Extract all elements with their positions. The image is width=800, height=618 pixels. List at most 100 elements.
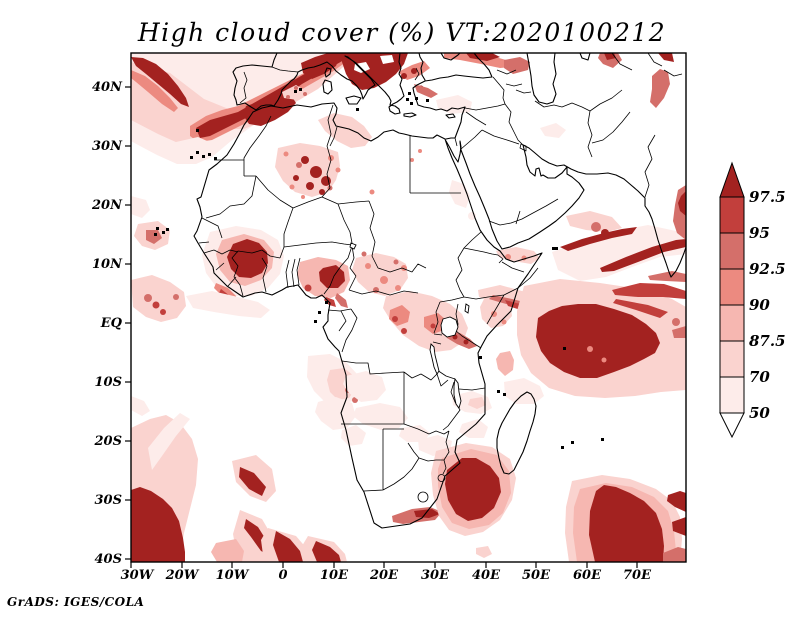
cloud-region-l3 (211, 539, 244, 562)
cloud-region-l7 (301, 53, 341, 79)
cloud-region-l5 (286, 95, 290, 99)
cloud-region-l1 (315, 397, 356, 430)
cloud-region-l7 (601, 229, 609, 237)
cloud-region-l7 (401, 73, 407, 79)
mediterranean-islands (322, 67, 456, 119)
page-title: High cloud cover (%) VT:2020100212 (137, 18, 666, 47)
cloud-region-l5 (414, 84, 438, 98)
cloud-region-l2 (352, 253, 408, 296)
colorbar-label: 92.5 (749, 260, 786, 278)
cloud-region-l4 (424, 313, 446, 334)
cloud-region-l1 (436, 95, 472, 114)
lat-tick-label: EQ (100, 316, 123, 331)
cloud-region-l5 (303, 92, 307, 96)
cloud-region-l5 (648, 271, 686, 282)
cloud-region-l1 (131, 196, 150, 218)
aral-sea (579, 53, 591, 61)
cloud-region-l6 (392, 316, 398, 322)
cloud-region-l2 (496, 247, 540, 264)
arabia-coastline (459, 141, 585, 250)
cloud-region-l1 (552, 225, 686, 281)
cloud-region-l1 (353, 403, 408, 430)
colorbar: 97.5 95 92.5 90 87.5 70 50 (719, 161, 786, 439)
cloud-region-l4 (301, 195, 305, 199)
cloud-region-l5 (650, 69, 670, 108)
cloud-region-l4 (587, 346, 593, 352)
cloud-region-l1 (399, 425, 430, 442)
lat-tick-label: 10S (95, 375, 122, 390)
lon-tick-label: 40E (472, 568, 501, 583)
colorbar-segment (719, 304, 745, 342)
attribution: GrADS: IGES/COLA (7, 595, 144, 609)
cloud-region-l7 (243, 95, 296, 126)
cloud-region-l5 (393, 259, 399, 265)
cloud-region-l5 (591, 222, 601, 232)
colorbar-label: 95 (749, 224, 770, 242)
lat-tick-label: 10N (92, 257, 123, 272)
cloud-region-l2 (318, 113, 372, 148)
cloud-region-l7 (414, 509, 440, 518)
cloud-region-l6 (160, 309, 166, 315)
cloud-region-l5 (361, 251, 367, 257)
cloud-region-l4 (410, 158, 414, 162)
lon-tick-label: 10W (216, 568, 250, 583)
colorbar-label: 70 (749, 368, 770, 386)
sinai-coastline (445, 140, 462, 163)
cloud-region-l0 (380, 55, 394, 64)
cloud-region-l1 (504, 378, 544, 404)
cloud-region-l5 (598, 53, 622, 68)
colorbar-segment (719, 268, 745, 306)
cloud-region-l1 (148, 413, 190, 470)
cloud-region-l7 (321, 176, 331, 186)
cloud-region-l7 (301, 156, 309, 164)
cloud-region-l7 (536, 304, 660, 378)
cloud-region-l5 (146, 230, 162, 244)
colorbar-segment (719, 196, 745, 234)
cloud-region-l2 (468, 397, 486, 409)
cloud-region-l1 (459, 419, 488, 438)
cloud-region-l7 (600, 239, 686, 272)
cloud-region-l7 (658, 53, 674, 62)
cloud-region-l4 (131, 70, 178, 112)
lon-tick-label: 60E (573, 568, 602, 583)
cloud-region-l4 (418, 149, 422, 153)
cloud-region-l7 (273, 531, 303, 562)
crimea-coastline (440, 53, 461, 61)
lon-tick-label: 10E (320, 568, 349, 583)
cloud-region-l3 (496, 351, 514, 376)
cloud-region-l4 (283, 151, 289, 157)
cloud-region-l5 (373, 287, 379, 293)
lon-tick-label: 30E (421, 568, 450, 583)
cloud-region-l7 (672, 517, 686, 536)
lon-tick-label: 0 (278, 568, 287, 583)
cloud-region-l7 (466, 53, 500, 61)
cloud-region-l7 (239, 467, 266, 496)
europe-coastline (232, 53, 405, 115)
africa-coastline (193, 102, 543, 529)
cloud-region-l6 (612, 283, 686, 299)
lat-tick-label: 40N (92, 80, 123, 95)
cloud-region-l4 (501, 319, 507, 325)
cloud-region-l4 (505, 254, 511, 260)
black-sea-west-coast (418, 53, 426, 81)
caspian-sea (526, 53, 557, 105)
lat-axis: 40N 30N 20N 10N EQ 10S 20S 30S 40S (91, 80, 131, 567)
lat-tick-label: 40S (95, 552, 122, 567)
cloud-region-l2 (131, 56, 352, 143)
iran-india-coastline (522, 144, 686, 278)
lon-tick-label: 20W (165, 568, 200, 583)
cloud-region-l5 (335, 293, 348, 308)
cloud-region-l7 (293, 175, 299, 181)
cloud-region-l5 (504, 57, 530, 74)
colorbar-label: 97.5 (749, 188, 786, 206)
cloud-region-l4 (365, 263, 371, 269)
cloud-region-l2 (131, 275, 186, 322)
cloud-region-l7 (463, 339, 469, 345)
cloud-region-l7 (411, 68, 417, 74)
colorbar-segment (719, 232, 745, 270)
lat-tick-label: 30S (95, 493, 122, 508)
cloud-shading-layer (131, 53, 686, 562)
cloud-region-l6 (304, 284, 312, 292)
